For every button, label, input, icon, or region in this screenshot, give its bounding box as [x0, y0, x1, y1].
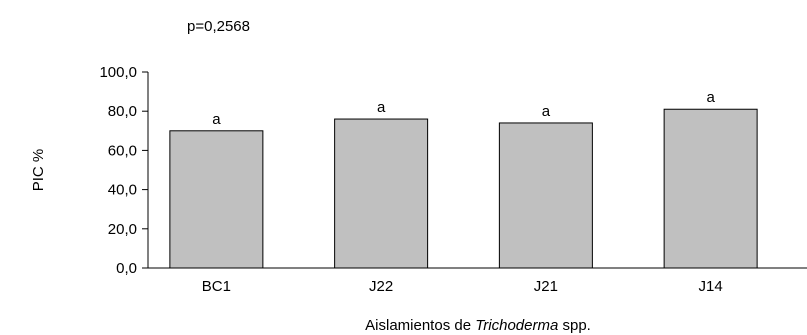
- y-tick-label: 0,0: [116, 260, 137, 277]
- x-axis-label-suffix: spp.: [558, 317, 591, 334]
- y-tick-label: 100,0: [99, 64, 137, 81]
- y-tick-label: 60,0: [108, 142, 137, 159]
- y-tick-label: 40,0: [108, 182, 137, 199]
- bar-letter-j21: a: [542, 103, 551, 120]
- p-value-annotation: p=0,2568: [187, 18, 250, 35]
- bar-bc1: [169, 130, 264, 269]
- bar-letter-j14: a: [706, 89, 715, 106]
- x-tick-label-bc1: BC1: [202, 278, 231, 295]
- y-axis-label: PIC %: [30, 149, 47, 192]
- x-tick-label-j22: J22: [369, 278, 393, 295]
- x-tick-label-j21: J21: [534, 278, 558, 295]
- plot-area: a BC1 a J22 a J21 a J14 0,0 20,0 40,0 60,0 80,0 100,0: [99, 64, 807, 295]
- bar-letter-j22: a: [377, 99, 386, 116]
- bar-j14: [663, 108, 758, 269]
- y-tick-label: 80,0: [108, 103, 137, 120]
- x-tick-label-j14: J14: [699, 278, 723, 295]
- bar-j22: [334, 118, 429, 269]
- bar-letter-bc1: a: [212, 111, 221, 128]
- x-axis-label-prefix: Aislamientos de: [365, 317, 475, 334]
- bar-j21: [498, 122, 593, 269]
- x-axis-label-genus: Trichoderma: [475, 317, 558, 334]
- y-tick-label: 20,0: [108, 221, 137, 238]
- x-axis-label: Aislamientos de Trichoderma spp.: [365, 317, 591, 334]
